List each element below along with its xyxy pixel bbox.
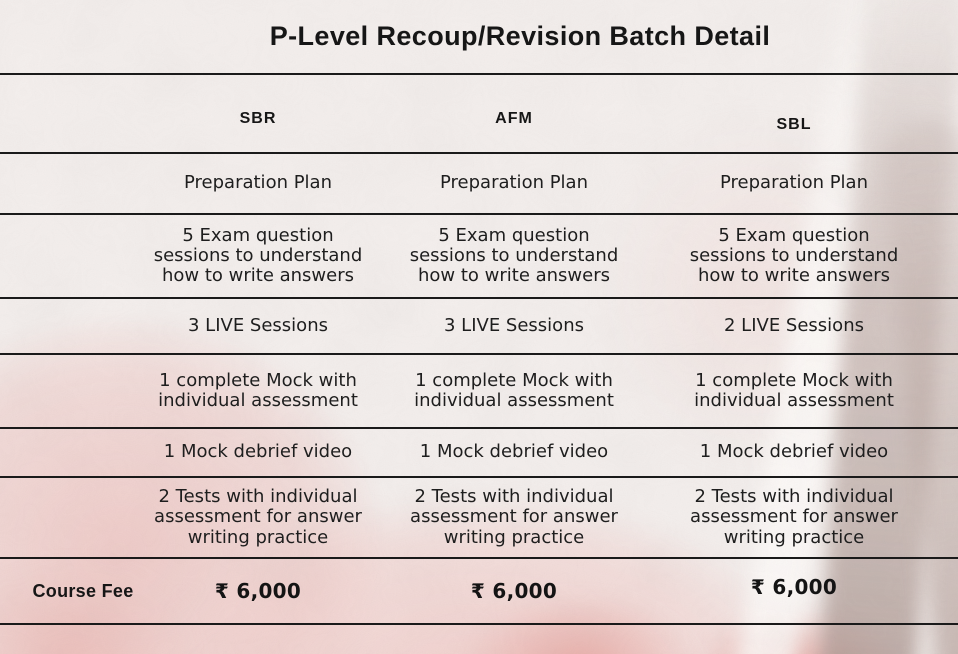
course-fee-label: Course Fee — [32, 580, 134, 601]
title-row: P-Level Recoup/Revision Batch Detail — [0, 0, 958, 73]
column-header-afm: AFM — [495, 109, 533, 127]
cell-tests-sbl: 2 Tests with individual assessment for a… — [690, 486, 898, 548]
column-header-sbr: SBR — [239, 109, 277, 127]
cell-prep-plan-sbl: Preparation Plan — [720, 172, 868, 194]
cell-debrief-sbl: 1 Mock debrief video — [699, 441, 889, 463]
cell-live-sessions-sbr: 3 LIVE Sessions — [188, 314, 328, 336]
column-header-sbl: SBL — [776, 115, 812, 133]
cell-live-sessions-sbl: 2 LIVE Sessions — [724, 314, 864, 336]
rule-line — [0, 213, 958, 215]
cell-prep-plan-sbr: Preparation Plan — [184, 172, 332, 194]
page-title: P-Level Recoup/Revision Batch Detail — [269, 21, 771, 51]
course-fee-afm: ₹ 6,000 — [470, 578, 558, 603]
rule-line — [0, 297, 958, 299]
rule-line — [0, 623, 958, 625]
course-fee-sbl: ₹ 6,000 — [750, 574, 838, 599]
course-fee-sbr: ₹ 6,000 — [214, 578, 302, 603]
cell-mock-afm: 1 complete Mock with individual assessme… — [414, 369, 614, 411]
rule-line — [0, 557, 958, 559]
cell-mock-sbl: 1 complete Mock with individual assessme… — [694, 369, 894, 411]
cell-debrief-sbr: 1 Mock debrief video — [163, 441, 353, 463]
cell-live-sessions-afm: 3 LIVE Sessions — [444, 314, 584, 336]
cell-mock-sbr: 1 complete Mock with individual assessme… — [158, 369, 358, 411]
rule-line — [0, 73, 958, 75]
cell-tests-sbr: 2 Tests with individual assessment for a… — [154, 486, 362, 548]
rule-line — [0, 427, 958, 429]
rule-line — [0, 476, 958, 478]
cell-exam-sessions-sbr: 5 Exam question sessions to understand h… — [153, 224, 363, 287]
cell-exam-sessions-sbl: 5 Exam question sessions to understand h… — [689, 224, 899, 287]
cell-debrief-afm: 1 Mock debrief video — [419, 441, 609, 463]
cell-tests-afm: 2 Tests with individual assessment for a… — [410, 486, 618, 548]
rule-line — [0, 152, 958, 154]
cell-exam-sessions-afm: 5 Exam question sessions to understand h… — [409, 224, 619, 287]
rule-line — [0, 353, 958, 355]
cell-prep-plan-afm: Preparation Plan — [440, 172, 588, 194]
